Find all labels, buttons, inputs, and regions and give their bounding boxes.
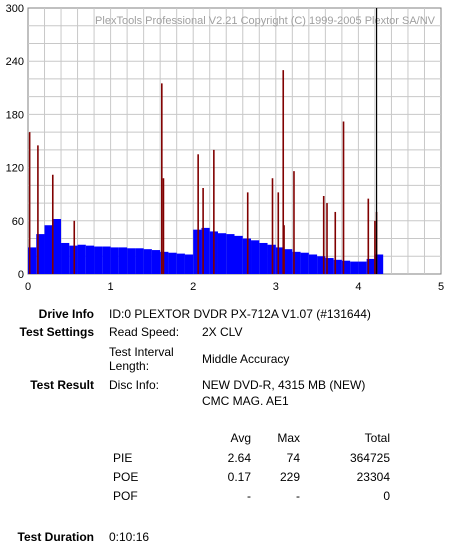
test-settings-label: Test Settings xyxy=(19,325,94,339)
test-result-label: Test Result xyxy=(30,378,94,392)
pie-bar xyxy=(275,247,285,274)
x-tick-label: 0 xyxy=(25,281,31,293)
read-speed-value: 2X CLV xyxy=(202,325,243,339)
column-total-header: Total xyxy=(364,431,390,445)
y-tick-label: 180 xyxy=(6,109,24,121)
pie-bar xyxy=(317,256,326,274)
y-tick-label: 120 xyxy=(6,163,24,175)
y-tick-labels: 0 60 120 180 240 300 xyxy=(6,3,24,281)
chart-watermark: PlexTools Professional V2.21 Copyright (… xyxy=(95,15,436,27)
x-tick-label: 5 xyxy=(438,281,444,293)
pie-bars xyxy=(28,219,384,274)
pie-bar xyxy=(300,252,309,274)
row-avg: 2.64 xyxy=(227,451,251,465)
pie-bar xyxy=(143,249,152,274)
disc-info-line2: CMC MAG. AE1 xyxy=(202,394,289,408)
pie-bar xyxy=(193,229,202,274)
pie-bar xyxy=(366,258,375,274)
row-max: - xyxy=(296,489,300,503)
pie-bar xyxy=(118,247,128,274)
pie-bar xyxy=(374,254,384,274)
error-chart: PlexTools Professional V2.21 Copyright (… xyxy=(6,3,444,293)
pie-bar xyxy=(350,261,359,274)
row-avg: 0.17 xyxy=(227,470,251,484)
pie-bar xyxy=(69,245,78,274)
drive-info-value: ID:0 PLEXTOR DVDR PX-712A V1.07 (#131644… xyxy=(109,307,371,321)
pie-bar xyxy=(341,260,351,274)
row-max: 74 xyxy=(286,451,300,465)
pie-bar xyxy=(102,246,111,274)
pie-bar xyxy=(251,240,260,274)
y-tick-label: 60 xyxy=(12,216,24,228)
poe-spikes xyxy=(28,70,378,274)
pie-bar xyxy=(184,254,194,274)
drive-info-label: Drive Info xyxy=(38,307,94,321)
y-tick-label: 240 xyxy=(6,56,24,68)
pie-bar xyxy=(242,238,252,274)
test-duration-label: Test Duration xyxy=(17,530,94,544)
pie-bar xyxy=(292,251,301,274)
pie-bar xyxy=(201,227,210,274)
row-total: 0 xyxy=(383,489,390,503)
pie-bar xyxy=(226,234,235,274)
pie-bar xyxy=(176,253,185,274)
pie-bar xyxy=(52,219,62,274)
pie-bar xyxy=(308,254,318,274)
pie-bar xyxy=(44,225,53,274)
row-name: POE xyxy=(113,470,139,484)
x-tick-label: 3 xyxy=(273,281,279,293)
test-duration-value: 0:10:16 xyxy=(109,530,150,544)
row-total: 23304 xyxy=(356,470,390,484)
pie-bar xyxy=(28,247,37,274)
pie-bar xyxy=(234,235,243,274)
pie-bar xyxy=(77,244,86,274)
pie-bar xyxy=(217,233,227,274)
pie-bar xyxy=(135,248,144,274)
pie-bar xyxy=(110,247,119,274)
column-avg-header: Avg xyxy=(230,431,251,445)
pie-bar xyxy=(36,234,45,274)
plot-background xyxy=(27,7,442,275)
x-tick-label: 2 xyxy=(190,281,196,293)
pie-bar xyxy=(151,250,161,274)
pie-bar xyxy=(333,259,342,274)
interval-label-line1: Test Interval xyxy=(109,345,174,359)
row-avg: - xyxy=(247,489,251,503)
disc-info-label: Disc Info: xyxy=(109,378,160,392)
x-tick-label: 1 xyxy=(108,281,114,293)
pie-bar xyxy=(127,248,136,274)
pie-bar xyxy=(61,242,70,274)
row-max: 229 xyxy=(279,470,300,484)
y-tick-label: 300 xyxy=(6,3,24,15)
pie-bar xyxy=(160,251,169,274)
pie-bar xyxy=(358,261,367,274)
pie-bar xyxy=(168,252,177,274)
x-tick-labels: 0 1 2 3 4 5 xyxy=(25,281,444,293)
row-name: POF xyxy=(113,489,138,503)
row-total: 364725 xyxy=(349,451,390,465)
interval-value: Middle Accuracy xyxy=(202,352,290,366)
x-tick-label: 4 xyxy=(355,281,361,293)
pie-bar xyxy=(284,249,293,274)
pie-bar xyxy=(259,242,268,274)
y-tick-label: 0 xyxy=(18,269,24,281)
pie-bar xyxy=(94,246,103,274)
pie-bar xyxy=(85,245,95,274)
row-name: PIE xyxy=(113,451,133,465)
column-max-header: Max xyxy=(277,431,300,445)
pie-bar xyxy=(267,244,276,274)
read-speed-label: Read Speed: xyxy=(109,325,180,339)
pie-bar xyxy=(325,258,334,274)
interval-label-line2: Length: xyxy=(109,359,150,373)
disc-info-line1: NEW DVD-R, 4315 MB (NEW) xyxy=(202,378,366,392)
